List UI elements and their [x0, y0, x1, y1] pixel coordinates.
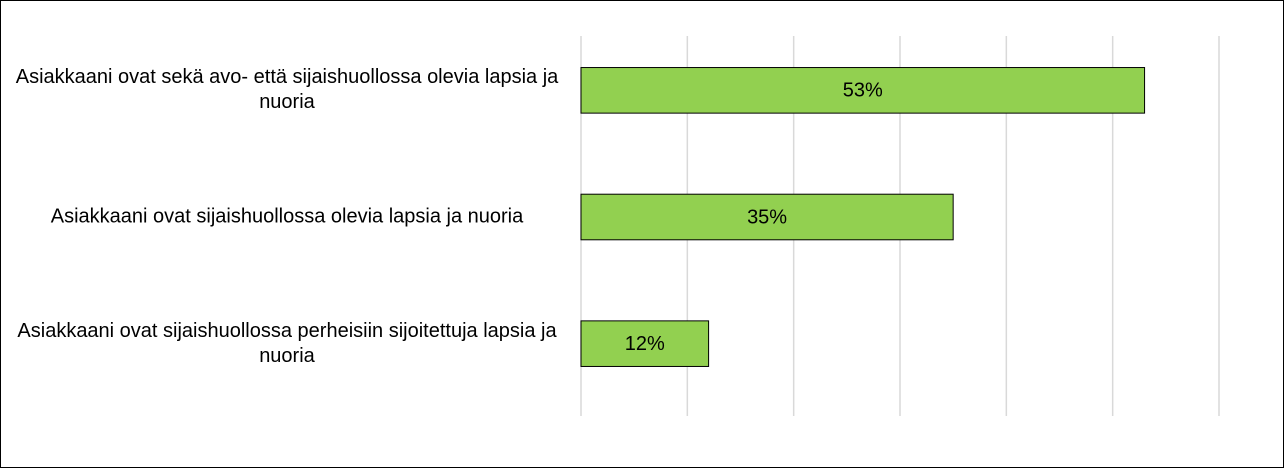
data-label: 35%	[747, 206, 787, 228]
category-label: Asiakkaani ovat sijaishuollossa olevia l…	[50, 205, 524, 228]
bar	[580, 193, 954, 241]
category-label: Asiakkaani ovat sijaishuollossa perheisi…	[17, 319, 557, 367]
bar	[580, 67, 1146, 114]
bar	[580, 320, 710, 367]
data-label: 53%	[843, 80, 883, 102]
data-label: 12%	[625, 333, 665, 355]
category-label: Asiakkaani ovat sekä avo- että sijaishuo…	[15, 66, 559, 114]
